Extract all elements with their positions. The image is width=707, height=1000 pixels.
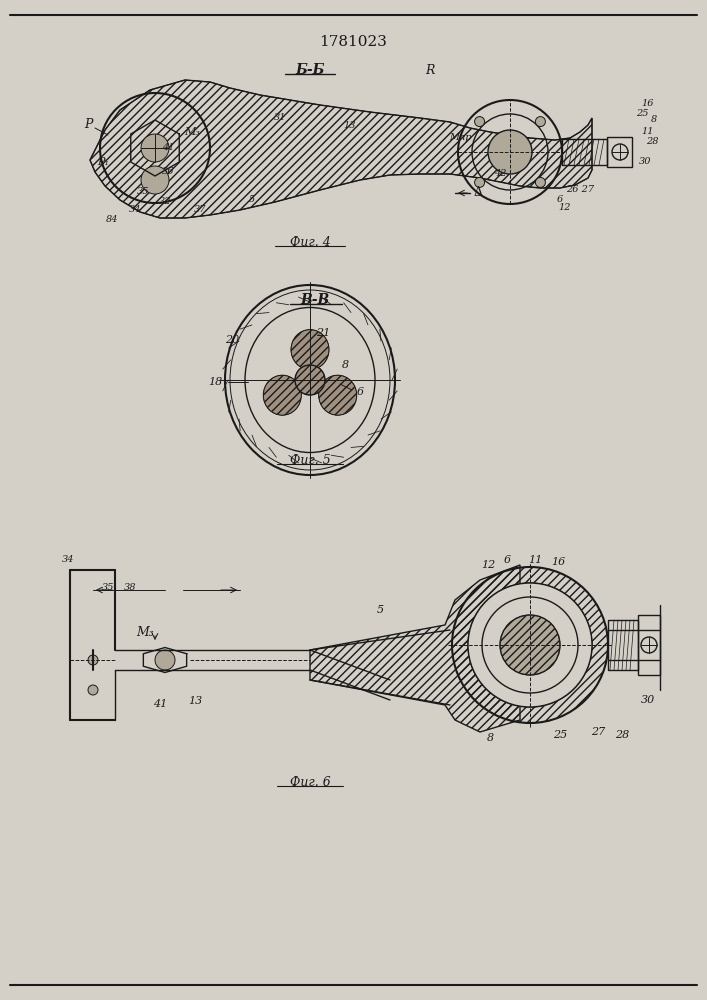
Text: 35: 35 <box>102 582 115 591</box>
Text: 26 27: 26 27 <box>566 186 594 194</box>
Text: Фиг. 4: Фиг. 4 <box>290 235 330 248</box>
Text: Б-Б: Б-Б <box>296 63 325 77</box>
Ellipse shape <box>263 375 301 415</box>
Text: 30: 30 <box>641 695 655 705</box>
Circle shape <box>474 177 484 187</box>
Text: 5: 5 <box>376 605 384 615</box>
Text: 42: 42 <box>493 169 506 178</box>
Ellipse shape <box>291 330 329 370</box>
Text: 8: 8 <box>341 360 349 370</box>
Text: P₁: P₁ <box>97 157 109 167</box>
Text: 11: 11 <box>528 555 542 565</box>
Text: Мпр: Мпр <box>449 133 472 142</box>
Text: 37: 37 <box>194 206 206 215</box>
Circle shape <box>500 615 560 675</box>
Circle shape <box>155 650 175 670</box>
Text: 27: 27 <box>591 727 605 737</box>
Text: 84: 84 <box>106 216 118 225</box>
Text: Фиг. 5: Фиг. 5 <box>290 454 330 466</box>
Text: 41: 41 <box>153 699 167 709</box>
Circle shape <box>141 134 169 162</box>
Text: 8: 8 <box>486 733 493 743</box>
Text: Δ: Δ <box>474 186 482 200</box>
Text: 38: 38 <box>124 582 136 591</box>
Circle shape <box>468 583 592 707</box>
Text: 1781023: 1781023 <box>319 35 387 49</box>
Text: 35: 35 <box>136 188 149 196</box>
Text: 18: 18 <box>208 377 222 387</box>
Text: М₃: М₃ <box>136 626 154 640</box>
Text: 8: 8 <box>651 115 657 124</box>
Text: 13: 13 <box>344 120 356 129</box>
Circle shape <box>88 685 98 695</box>
Text: 12: 12 <box>559 204 571 213</box>
Text: P: P <box>84 118 92 131</box>
Circle shape <box>141 166 169 194</box>
Circle shape <box>535 117 545 127</box>
Text: Фиг. 6: Фиг. 6 <box>290 776 330 788</box>
Text: 20: 20 <box>225 335 239 345</box>
Text: 41: 41 <box>162 142 174 151</box>
Text: 36: 36 <box>162 167 174 176</box>
Text: 12: 12 <box>481 560 495 570</box>
Text: 28: 28 <box>615 730 629 740</box>
Text: R: R <box>426 64 435 77</box>
Circle shape <box>535 177 545 187</box>
Text: 6: 6 <box>557 196 563 205</box>
Text: 16: 16 <box>642 100 654 108</box>
Text: 13: 13 <box>188 696 202 706</box>
Text: 5: 5 <box>249 196 255 205</box>
Text: 16: 16 <box>551 557 565 567</box>
Circle shape <box>295 365 325 395</box>
Circle shape <box>500 615 560 675</box>
Text: 28: 28 <box>645 137 658 146</box>
Text: 25: 25 <box>636 109 648 118</box>
Text: 34: 34 <box>62 556 74 564</box>
Circle shape <box>88 655 98 665</box>
Text: 34: 34 <box>129 206 141 215</box>
Text: 31: 31 <box>274 113 286 122</box>
Ellipse shape <box>319 375 357 415</box>
Text: М₃: М₃ <box>184 127 200 137</box>
Text: 6: 6 <box>503 555 510 565</box>
Text: 6: 6 <box>356 387 363 397</box>
Circle shape <box>488 130 532 174</box>
Text: 21: 21 <box>316 328 330 338</box>
Text: 30: 30 <box>638 157 651 166</box>
Text: 25: 25 <box>553 730 567 740</box>
Circle shape <box>474 117 484 127</box>
Text: 32: 32 <box>159 198 171 207</box>
Text: 11: 11 <box>642 127 654 136</box>
Text: В-В: В-В <box>300 293 329 307</box>
